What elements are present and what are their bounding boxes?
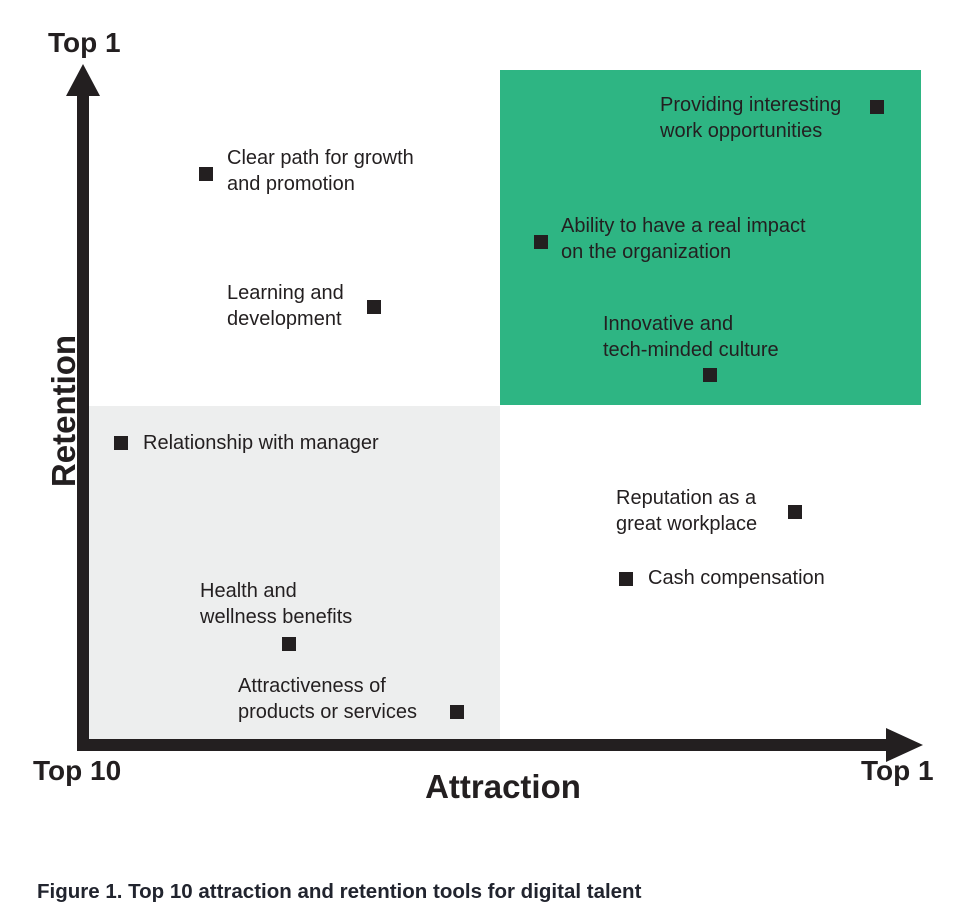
data-point-marker-relationship-manager [114, 436, 128, 450]
x-axis-arrowhead-icon [886, 728, 923, 762]
data-point-label: Attractiveness of products or services [238, 675, 417, 723]
y-axis-arrowhead-icon [66, 64, 100, 96]
x-axis-title: Attraction [425, 768, 581, 805]
y-axis-line [77, 90, 89, 751]
y-axis-title: Retention [45, 334, 82, 488]
data-point-label: Providing interesting work opportunities [660, 94, 842, 142]
figure-caption: Figure 1. Top 10 attraction and retentio… [37, 880, 642, 903]
data-point-label: Relationship with manager [143, 432, 379, 454]
data-point-label: Innovative and tech-minded culture [603, 313, 779, 361]
data-point-marker-real-impact [534, 235, 548, 249]
data-point-label: Clear path for growth and promotion [227, 147, 414, 195]
top-right-quadrant-highlight [500, 70, 921, 405]
data-point-marker-health-wellness [282, 637, 296, 651]
data-point-label: Learning and development [227, 282, 344, 330]
data-point-marker-innovative-culture [703, 368, 717, 382]
data-point-marker-attractiveness-products [450, 705, 464, 719]
data-point-label: Ability to have a real impact on the org… [561, 215, 806, 263]
y-axis-max-tick-label: Top 1 [48, 27, 121, 58]
x-axis-max-tick-label: Top 1 [861, 755, 934, 786]
x-axis-line [77, 739, 890, 751]
data-point-marker-reputation-workplace [788, 505, 802, 519]
data-point-marker-providing-interesting-work [870, 100, 884, 114]
data-point-label: Health and wellness benefits [200, 580, 353, 628]
data-point-marker-learning-development [367, 300, 381, 314]
data-point-marker-cash-compensation [619, 572, 633, 586]
bottom-left-quadrant-highlight [89, 406, 500, 739]
data-point-marker-clear-path-growth [199, 167, 213, 181]
data-point-label: Cash compensation [648, 567, 825, 589]
data-point-label: Reputation as a great workplace [616, 487, 758, 535]
origin-tick-label: Top 10 [33, 755, 122, 786]
